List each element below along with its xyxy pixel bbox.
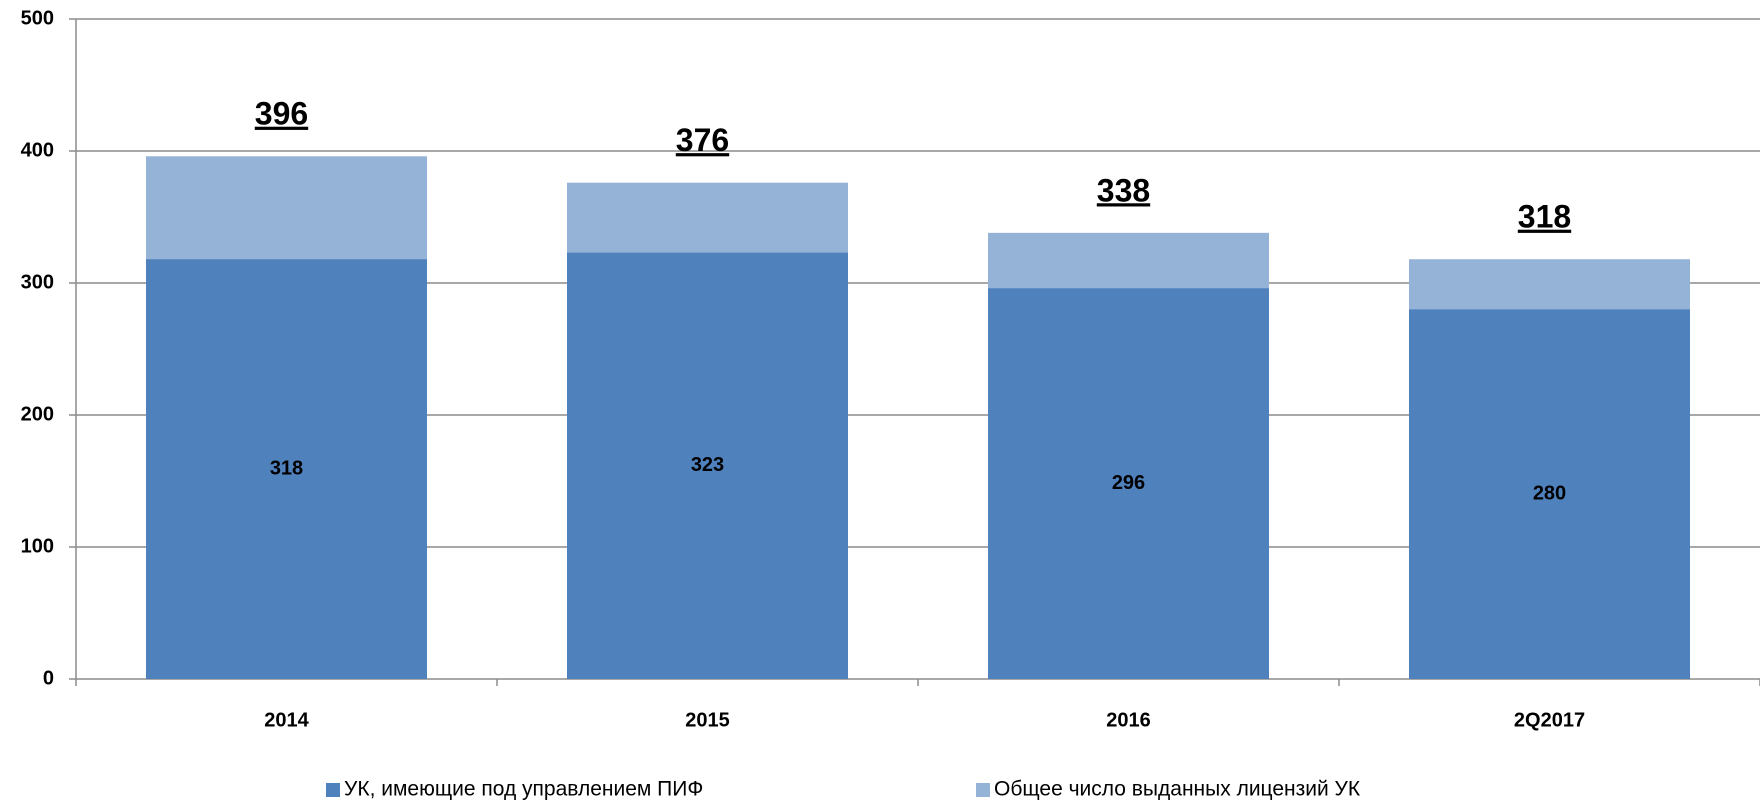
legend-swatch — [976, 783, 990, 797]
total-label: 318 — [1518, 199, 1571, 235]
total-label: 396 — [255, 96, 308, 132]
value-label: 280 — [1533, 482, 1566, 504]
y-tick-label: 400 — [21, 139, 54, 161]
y-tick-label: 300 — [21, 271, 54, 293]
legend-label: Общее число выданных лицензий УК — [994, 778, 1361, 801]
bar — [1409, 309, 1690, 679]
bar — [146, 259, 427, 679]
x-tick-label: 2014 — [264, 709, 309, 731]
y-tick-label: 500 — [21, 7, 54, 29]
x-tick-label: 2Q2017 — [1514, 709, 1585, 731]
x-tick-label: 2016 — [1106, 709, 1151, 731]
value-label: 323 — [691, 454, 724, 476]
value-label: 318 — [270, 457, 303, 479]
legend-label: УК, имеющие под управлением ПИФ — [344, 778, 703, 801]
legend-swatch — [326, 783, 340, 797]
total-label: 338 — [1097, 172, 1150, 208]
y-tick-label: 100 — [21, 535, 54, 557]
bar — [988, 288, 1269, 679]
value-label: 296 — [1112, 472, 1145, 494]
total-label: 376 — [676, 122, 729, 158]
y-tick-label: 200 — [21, 403, 54, 425]
x-tick-label: 2015 — [685, 709, 730, 731]
bar — [567, 252, 848, 679]
y-tick-label: 0 — [43, 667, 54, 689]
